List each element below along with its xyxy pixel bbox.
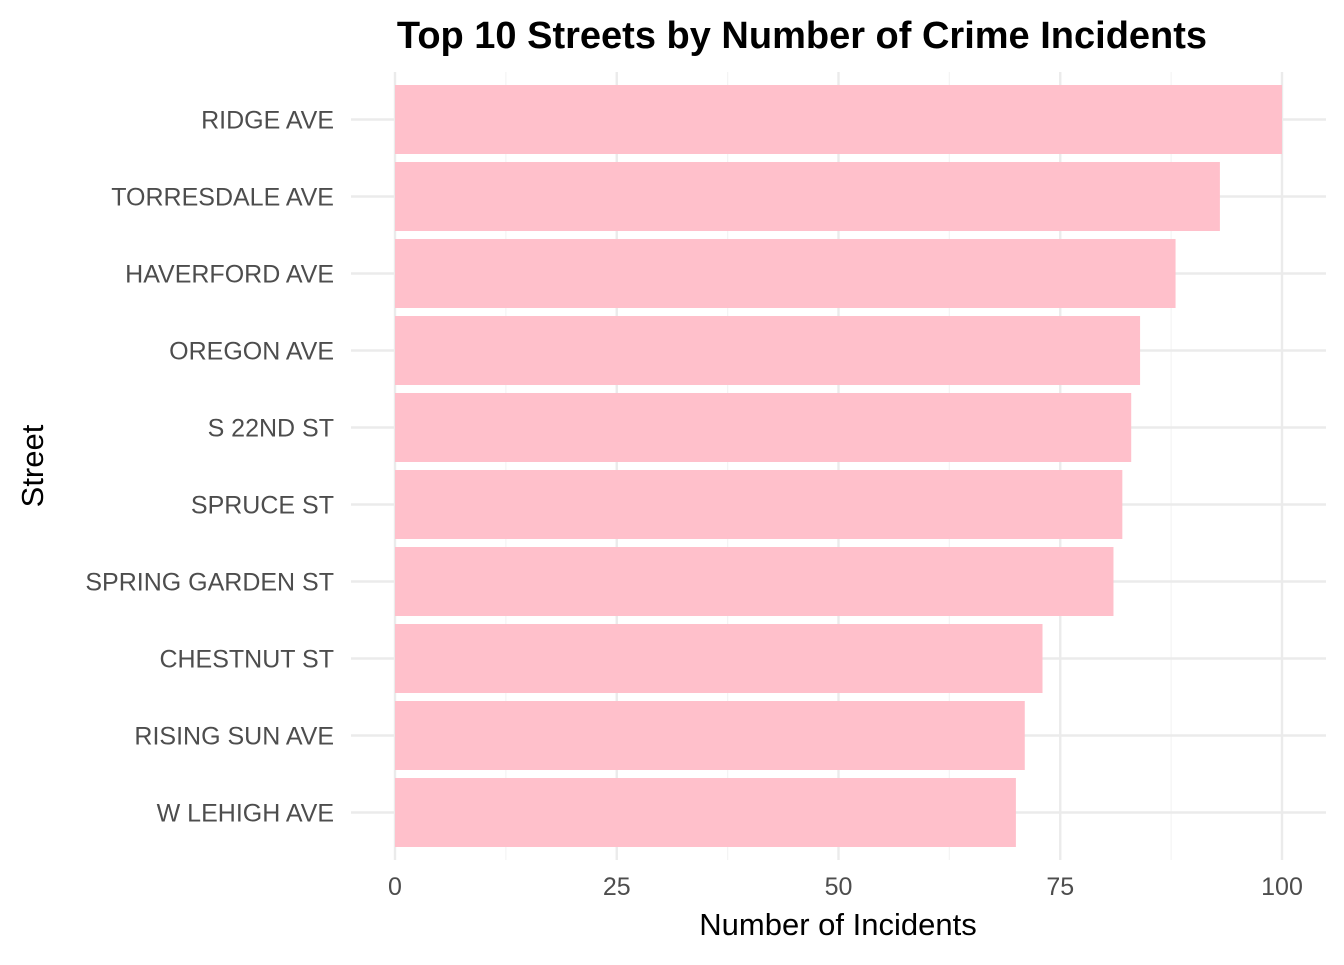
x-tick-label: 100 (1261, 873, 1303, 901)
bar (395, 778, 1016, 847)
y-tick-label: HAVERFORD AVE (125, 261, 334, 289)
bar (395, 162, 1220, 231)
y-axis-title: Street (15, 424, 50, 507)
bar (395, 470, 1123, 539)
y-tick-labels: RIDGE AVE TORRESDALE AVE HAVERFORD AVE OREG… (85, 107, 334, 828)
y-tick-label: OREGON AVE (169, 338, 334, 366)
y-tick-label: RISING SUN AVE (134, 723, 334, 751)
bar (395, 239, 1176, 308)
y-tick-label: S 22ND ST (208, 415, 334, 443)
y-tick-label: TORRESDALE AVE (111, 184, 334, 212)
bar (395, 85, 1282, 154)
chart-title: Top 10 Streets by Number of Crime Incide… (397, 15, 1207, 57)
bar (395, 547, 1114, 616)
x-tick-label: 75 (1046, 873, 1074, 901)
y-tick-label: SPRING GARDEN ST (85, 569, 334, 597)
bar (395, 701, 1025, 770)
y-tick-label: W LEHIGH AVE (157, 800, 334, 828)
x-tick-label: 25 (603, 873, 631, 901)
bars (395, 85, 1282, 847)
x-tick-label: 50 (825, 873, 853, 901)
bar (395, 624, 1043, 693)
bar (395, 393, 1132, 462)
y-tick-label: CHESTNUT ST (159, 646, 334, 674)
y-tick-label: SPRUCE ST (191, 492, 334, 520)
x-axis-title: Number of Incidents (699, 907, 976, 942)
y-tick-label: RIDGE AVE (201, 107, 334, 135)
bar (395, 316, 1141, 385)
x-tick-labels: 0 25 50 75 100 (388, 873, 1303, 901)
x-tick-label: 0 (388, 873, 402, 901)
